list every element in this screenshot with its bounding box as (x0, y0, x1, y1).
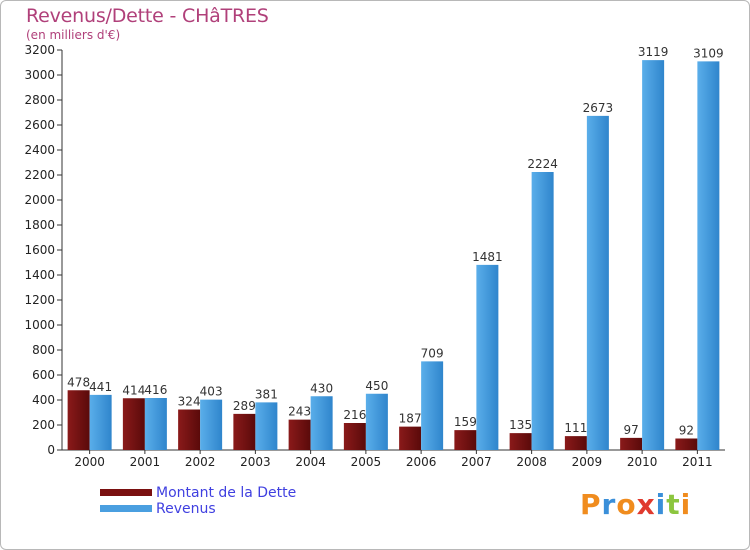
y-tick-label: 200 (32, 418, 55, 432)
x-tick-label: 2002 (185, 455, 216, 469)
data-label-dette: 216 (343, 408, 366, 422)
logo-letter: i (655, 488, 667, 521)
y-tick-label: 1200 (24, 293, 55, 307)
x-tick-label: 2011 (682, 455, 713, 469)
data-label-dette: 243 (288, 405, 311, 419)
bar-revenus (89, 394, 112, 450)
data-label-revenus: 709 (421, 346, 444, 360)
y-tick-label: 2400 (24, 143, 55, 157)
legend-swatch-revenus (100, 505, 152, 512)
data-label-dette: 187 (399, 412, 422, 426)
y-tick-label: 2800 (24, 93, 55, 107)
data-label-revenus: 416 (144, 383, 167, 397)
data-label-revenus: 441 (89, 380, 112, 394)
x-tick-label: 2009 (572, 455, 603, 469)
data-label-dette: 324 (178, 395, 201, 409)
x-tick-label: 2010 (627, 455, 658, 469)
bar-dette (620, 437, 643, 450)
data-label-dette: 478 (67, 375, 90, 389)
data-label-revenus: 2224 (527, 157, 558, 171)
y-tick-label: 3200 (24, 43, 55, 57)
data-label-dette: 135 (509, 418, 532, 432)
bar-revenus (144, 398, 167, 450)
x-tick-label: 2007 (461, 455, 492, 469)
chart-title: Revenus/Dette - CHâTRES (26, 5, 269, 27)
bar-revenus (421, 361, 444, 450)
logo-letter: o (616, 488, 637, 521)
y-tick-label: 1600 (24, 243, 55, 257)
bar-revenus (365, 393, 388, 450)
y-tick-label: 1800 (24, 218, 55, 232)
data-label-dette: 289 (233, 399, 256, 413)
bar-dette (399, 426, 422, 450)
y-tick-label: 1400 (24, 268, 55, 282)
legend-swatch-dette (100, 489, 152, 496)
x-tick-label: 2008 (516, 455, 547, 469)
bar-revenus (586, 115, 609, 450)
data-label-dette: 92 (679, 424, 694, 438)
bar-revenus (642, 60, 665, 450)
x-tick-label: 2003 (240, 455, 271, 469)
data-label-dette: 414 (122, 383, 145, 397)
bar-dette (233, 413, 256, 450)
bar-revenus (697, 61, 720, 450)
data-label-revenus: 430 (310, 381, 333, 395)
logo-letter: P (580, 488, 602, 521)
y-tick-label: 0 (47, 443, 55, 457)
y-tick-label: 2200 (24, 168, 55, 182)
y-tick-label: 600 (32, 368, 55, 382)
y-tick-label: 800 (32, 343, 55, 357)
proxiti-logo: Proxiti (580, 488, 691, 521)
bar-dette (178, 409, 201, 450)
bar-dette (288, 419, 311, 450)
data-label-dette: 159 (454, 415, 477, 429)
bar-dette (122, 398, 145, 450)
bar-dette (67, 390, 90, 450)
bar-dette (343, 423, 366, 450)
bar-revenus (476, 264, 499, 450)
x-tick-label: 2005 (351, 455, 382, 469)
x-tick-label: 2001 (130, 455, 161, 469)
bar-dette (454, 430, 477, 450)
y-tick-label: 400 (32, 393, 55, 407)
data-label-revenus: 403 (200, 385, 223, 399)
bar-revenus (310, 396, 333, 450)
data-label-revenus: 2673 (583, 101, 614, 115)
bar-dette (675, 438, 698, 450)
bar-revenus (255, 402, 278, 450)
bar-revenus (531, 172, 554, 450)
data-label-revenus: 3119 (638, 45, 669, 59)
data-label-revenus: 3109 (693, 46, 724, 60)
bar-dette (509, 433, 532, 450)
y-tick-label: 3000 (24, 68, 55, 82)
data-label-revenus: 1481 (472, 250, 503, 264)
chart-subtitle: (en milliers d'€) (26, 28, 121, 42)
data-label-dette: 97 (623, 423, 638, 437)
bar-revenus (200, 399, 223, 450)
y-tick-label: 2000 (24, 193, 55, 207)
x-tick-label: 2004 (295, 455, 326, 469)
logo-letter: t (666, 488, 681, 521)
legend-label-revenus: Revenus (156, 501, 216, 517)
data-label-revenus: 381 (255, 387, 278, 401)
legend-label-dette: Montant de la Dette (156, 485, 297, 501)
x-tick-label: 2000 (74, 455, 105, 469)
y-tick-label: 2600 (24, 118, 55, 132)
data-label-dette: 111 (564, 421, 587, 435)
logo-letter: i (680, 488, 692, 521)
logo-letter: r (601, 488, 617, 521)
logo-letter: x (636, 488, 656, 521)
x-tick-label: 2006 (406, 455, 437, 469)
data-label-revenus: 450 (365, 379, 388, 393)
y-tick-label: 1000 (24, 318, 55, 332)
bar-dette (564, 436, 587, 450)
